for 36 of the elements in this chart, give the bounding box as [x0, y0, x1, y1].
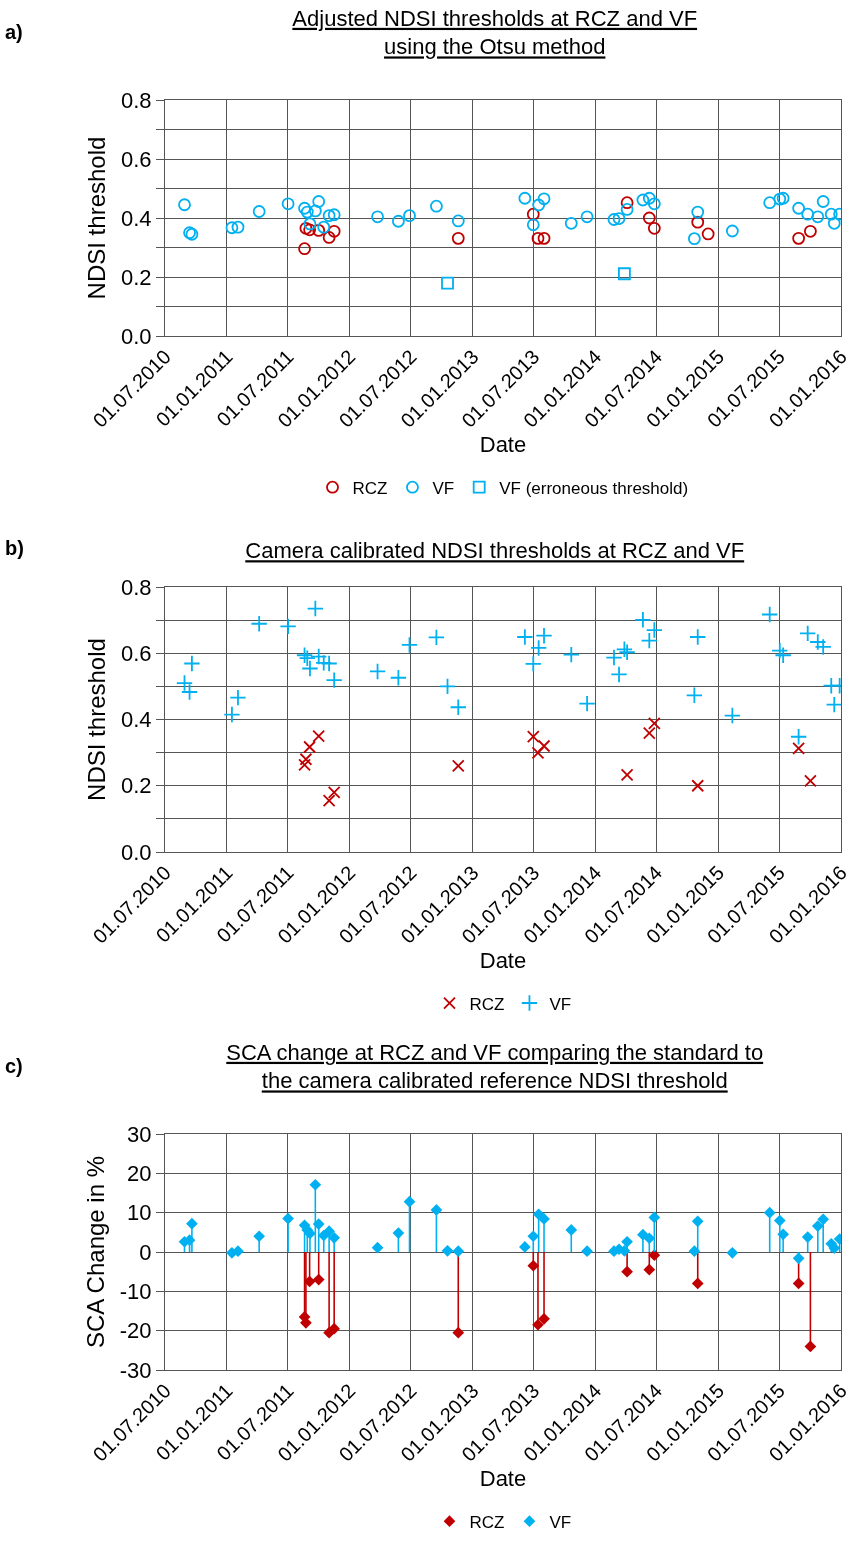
legend-label: VF	[432, 478, 455, 498]
y-axis-title: NDSI threshold	[83, 136, 111, 300]
y-tick-label: 0.6	[121, 146, 152, 172]
legend-label: VF (erroneous threshold)	[499, 478, 689, 498]
legend-label: RCZ	[469, 1512, 505, 1532]
y-tick-label: 0.6	[121, 640, 152, 666]
x-axis-title: Date	[479, 1465, 527, 1491]
y-tick-label: 0.2	[121, 264, 152, 290]
chart-title: SCA change at RCZ and VF comparing the standard to the camera calibrated reference NDSI threshold	[226, 1039, 764, 1094]
y-tick-label: -20	[119, 1318, 152, 1344]
y-tick-label: 30	[127, 1121, 152, 1147]
text: b)	[5, 537, 24, 559]
y-tick-label: 10	[127, 1200, 152, 1226]
legend-label: RCZ	[469, 994, 505, 1014]
legend-label: RCZ	[352, 478, 388, 498]
text: a)	[5, 21, 23, 43]
y-tick-label: 0.4	[121, 205, 152, 231]
y-tick-label: -30	[119, 1357, 152, 1383]
y-tick-label: 0.0	[121, 323, 152, 349]
x-axis-title: Date	[479, 431, 527, 457]
y-tick-label: 0.4	[121, 707, 152, 733]
text: c)	[5, 1055, 23, 1077]
y-axis-title: SCA Change in %	[81, 1155, 109, 1349]
y-tick-label: 20	[127, 1161, 152, 1187]
y-tick-label: 0.8	[121, 574, 152, 600]
y-tick-label: -10	[119, 1279, 152, 1305]
y-tick-label: 0	[139, 1239, 152, 1265]
y-axis-title: NDSI threshold	[83, 638, 111, 801]
legend-label: VF	[549, 994, 572, 1014]
chart-title: Camera calibrated NDSI thresholds at RCZ and VF	[245, 538, 745, 564]
chart-title: Adjusted NDSI thresholds at RCZ and VF using the Otsu method	[292, 5, 698, 60]
y-tick-label: 0.2	[121, 773, 152, 799]
x-axis-title: Date	[479, 947, 527, 973]
y-tick-label: 0.0	[121, 839, 152, 865]
y-tick-label: 0.8	[121, 87, 152, 113]
legend-label: VF	[549, 1512, 572, 1532]
